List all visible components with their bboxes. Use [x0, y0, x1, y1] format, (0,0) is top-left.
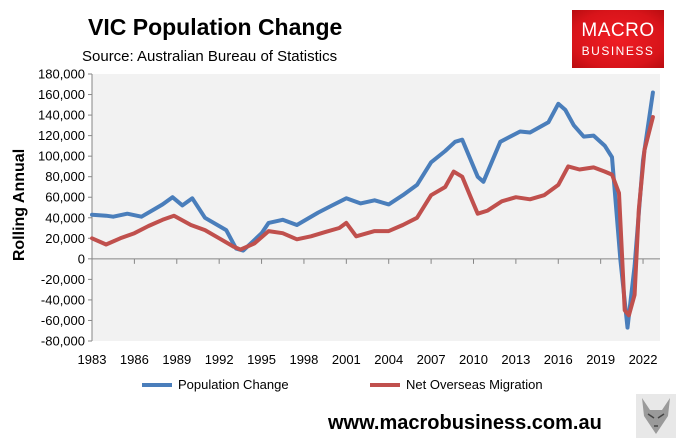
- y-tick-label: -20,000: [41, 272, 85, 287]
- y-tick-label: 0: [78, 251, 85, 266]
- legend-label: Population Change: [178, 377, 289, 392]
- logo-line2: BUSINESS: [581, 44, 655, 58]
- y-tick-label: -80,000: [41, 334, 85, 349]
- y-tick-label: -40,000: [41, 292, 85, 307]
- x-tick-label: 1998: [289, 352, 318, 367]
- x-tick-label: 2013: [501, 352, 530, 367]
- x-tick-label: 2022: [629, 352, 658, 367]
- chart-title: VIC Population Change: [88, 14, 343, 40]
- series-line-population-change: [90, 90, 655, 330]
- plot-area: [92, 74, 660, 341]
- fox-watermark-icon: [636, 394, 676, 438]
- y-tick-label: 60,000: [45, 190, 85, 205]
- series-line-net-overseas-migration: [90, 115, 655, 318]
- x-tick-label: 2004: [374, 352, 403, 367]
- x-tick-label: 2016: [544, 352, 573, 367]
- chart-svg: 180,000 160,000 140,000 120,000 100,000 80,00…: [38, 67, 660, 367]
- y-tick-label: 100,000: [38, 149, 85, 164]
- x-tick-label: 1992: [205, 352, 234, 367]
- macrobusiness-logo: MACRO BUSINESS: [572, 10, 664, 68]
- y-tick-label: 180,000: [38, 67, 85, 82]
- x-tick-label: 1995: [247, 352, 276, 367]
- y-tick-label: 40,000: [45, 210, 85, 225]
- x-tick-label: 2019: [586, 352, 615, 367]
- y-tick-label: 80,000: [45, 169, 85, 184]
- x-tick-label: 2010: [459, 352, 488, 367]
- y-tick-label: 120,000: [38, 128, 85, 143]
- legend-item-net-overseas-migration: Net Overseas Migration: [370, 377, 543, 392]
- x-tick-label: 2007: [417, 352, 446, 367]
- legend-label: Net Overseas Migration: [406, 377, 543, 392]
- website-url: www.macrobusiness.com.au: [328, 412, 602, 434]
- legend-swatch-red: [370, 382, 400, 387]
- y-tick-label: 140,000: [38, 108, 85, 123]
- legend-swatch-blue: [142, 382, 172, 387]
- x-tick-label: 2001: [332, 352, 361, 367]
- y-tick-label: -60,000: [41, 313, 85, 328]
- chart-source: Source: Australian Bureau of Statistics: [82, 48, 338, 65]
- x-tick-label: 1986: [120, 352, 149, 367]
- logo-line1: MACRO: [581, 20, 655, 41]
- legend: Population Change Net Overseas Migration: [0, 377, 678, 397]
- y-tick-label: 160,000: [38, 87, 85, 102]
- legend-item-population-change: Population Change: [142, 377, 289, 392]
- x-tick-label: 1983: [78, 352, 107, 367]
- y-tick-label: 20,000: [45, 231, 85, 246]
- x-tick-label: 1989: [162, 352, 191, 367]
